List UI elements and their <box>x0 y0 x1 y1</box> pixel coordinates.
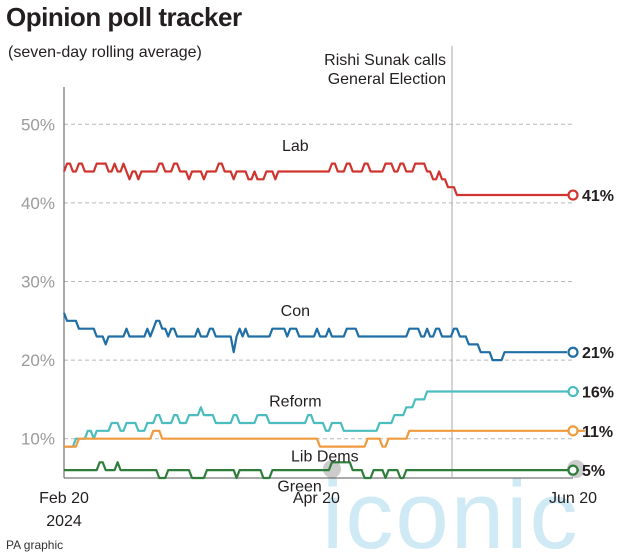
x-tick-label: Jun 20 <box>549 490 597 507</box>
credit-text: PA graphic <box>6 538 64 552</box>
end-value-label: 21% <box>582 345 614 362</box>
series-line-lab <box>62 162 573 197</box>
series-name-label: Green <box>277 478 321 495</box>
series-line-lib-dems <box>64 429 585 448</box>
y-tick-label: 30% <box>21 273 55 292</box>
end-value-label: 16% <box>582 385 614 402</box>
end-marker <box>567 346 579 358</box>
watermark-text: iconic <box>322 462 579 559</box>
series-name-label: Con <box>281 303 310 320</box>
x-tick-label: Feb 20 <box>39 490 89 507</box>
y-tick-label: 40% <box>21 194 55 213</box>
end-marker <box>567 385 579 398</box>
series-name-label: Reform <box>269 393 321 410</box>
series-line-green <box>64 461 579 480</box>
series-labels: 41% Lab 21% Con 16% Reform 11% Lib Dems 5% Green <box>269 138 614 495</box>
annotation-text: General Election <box>328 71 446 88</box>
end-marker <box>567 464 579 476</box>
series-line-con <box>62 312 567 362</box>
axes: Feb 20 2024 Apr 20 Jun 20 <box>39 87 597 530</box>
chart-title: Opinion poll tracker <box>6 2 242 32</box>
annotation: Rishi Sunak calls General Election <box>324 46 453 478</box>
x-tick-year-label: 2024 <box>46 513 82 530</box>
end-value-label: 5% <box>582 463 605 480</box>
annotation-text: Rishi Sunak calls <box>324 52 446 69</box>
y-tick-label: 10% <box>21 430 55 449</box>
end-value-label: 11% <box>582 424 613 441</box>
y-tick-label: 20% <box>21 351 55 370</box>
series-name-label: Lab <box>282 138 309 155</box>
end-value-label: 41% <box>582 188 614 205</box>
series-name-label: Lib Dems <box>291 448 359 465</box>
watermark: iconic <box>322 460 585 559</box>
y-tick-label: 50% <box>21 115 55 134</box>
series-lines <box>62 162 585 480</box>
series-line-reform <box>64 390 579 448</box>
chart-subtitle: (seven-day rolling average) <box>8 44 202 61</box>
watermark-dot <box>323 460 341 478</box>
end-marker <box>567 425 579 437</box>
x-tick-label: Apr 20 <box>293 490 340 507</box>
end-marker <box>567 189 579 201</box>
